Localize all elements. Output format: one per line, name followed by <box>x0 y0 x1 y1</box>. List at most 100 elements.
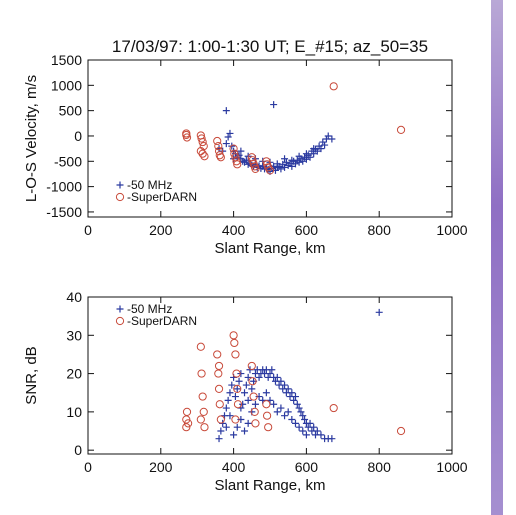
data-point-circle <box>214 141 223 151</box>
data-point-plus <box>297 408 305 416</box>
data-point-plus <box>302 150 310 158</box>
panel-snr: 0 200 400 600 800 1000 40 30 20 10 0 Slant Range, k… <box>23 289 468 494</box>
data-point-plus <box>313 427 321 435</box>
legend-entry-label: -SuperDARN <box>127 314 197 328</box>
data-point-plus <box>222 107 230 115</box>
chart-title: 17/03/97: 1:00-1:30 UT; E_#15; az_50=35 <box>112 37 428 56</box>
data-point-plus <box>293 400 301 408</box>
data-point-plus <box>281 163 289 171</box>
data-point-circle <box>229 144 238 153</box>
data-point-plus <box>237 147 245 155</box>
panel-velocity: 0 200 400 600 800 1000 1500 1000 500 0 -500 -1000 -1… <box>23 52 468 257</box>
data-point-plus <box>291 393 299 401</box>
data-point-plus <box>317 431 325 439</box>
x-tick-label-snr: 0 <box>84 459 92 475</box>
data-point-circle <box>215 151 224 160</box>
data-point-circle <box>396 426 406 436</box>
data-point-circle <box>396 125 406 134</box>
data-point-circle <box>264 423 273 432</box>
data-point-circle <box>200 152 209 161</box>
y-tick-label-velocity: 1000 <box>51 77 82 93</box>
data-point-plus <box>270 101 278 109</box>
data-point-plus <box>235 377 243 385</box>
plot-frame-velocity <box>87 59 453 218</box>
x-tick-label-velocity: 600 <box>295 222 319 238</box>
data-point-circle <box>214 147 224 156</box>
data-point-circle <box>232 369 241 378</box>
data-point-circle <box>230 149 239 158</box>
data-point-plus <box>244 419 252 427</box>
data-point-plus <box>222 423 230 431</box>
data-point-plus <box>295 152 303 160</box>
data-point-circle <box>214 384 224 394</box>
data-point-plus <box>233 423 241 431</box>
data-point-plus <box>291 160 299 168</box>
data-point-plus <box>233 385 241 393</box>
data-point-circle <box>182 415 191 424</box>
data-point-plus <box>244 396 252 404</box>
series-snr-mhz50 <box>215 308 383 443</box>
y-tick-label-snr: 0 <box>74 442 82 458</box>
data-point-plus <box>231 393 239 401</box>
data-point-circle <box>182 407 192 416</box>
data-point-plus <box>224 133 232 141</box>
legend-marker-plus <box>116 305 124 313</box>
data-point-circle <box>265 166 275 175</box>
data-point-plus <box>241 427 249 435</box>
y-tick-label-velocity: 1500 <box>51 52 82 68</box>
data-point-circle <box>214 361 224 371</box>
data-point-circle <box>229 331 238 340</box>
x-tick-label-snr: 1000 <box>436 459 467 475</box>
data-point-plus <box>262 389 270 397</box>
data-point-plus <box>239 400 247 408</box>
data-point-circle <box>249 392 258 401</box>
data-point-circle <box>198 392 207 401</box>
data-point-plus <box>228 142 236 150</box>
data-point-circle <box>214 369 223 378</box>
data-point-circle <box>184 419 193 428</box>
data-point-circle <box>196 415 205 424</box>
data-point-plus <box>295 404 303 412</box>
data-point-circle <box>182 133 192 142</box>
legend-velocity: -50 MHz-SuperDARN <box>115 178 197 204</box>
data-point-plus <box>268 366 276 374</box>
y-axis-title-snr: SNR, dB <box>23 346 40 404</box>
data-point-plus <box>228 381 236 389</box>
x-tick-label-velocity: 200 <box>149 222 173 238</box>
data-point-circle <box>213 136 222 146</box>
data-point-plus <box>226 412 234 420</box>
data-point-circle <box>233 400 243 409</box>
x-tick-label-snr: 800 <box>368 459 392 475</box>
data-point-plus <box>224 396 232 404</box>
y-tick-label-velocity: 500 <box>59 103 83 119</box>
data-point-plus <box>255 373 263 381</box>
x-axis-title-velocity: Slant Range, km <box>215 240 326 257</box>
data-point-plus <box>306 419 314 427</box>
data-point-plus <box>375 308 383 316</box>
data-point-plus <box>321 141 329 149</box>
data-point-circle <box>230 338 239 348</box>
data-point-plus <box>242 381 250 389</box>
data-point-plus <box>299 412 307 420</box>
data-point-plus <box>273 160 281 168</box>
y-tick-label-velocity: -1000 <box>46 179 82 195</box>
data-point-plus <box>306 153 314 161</box>
x-tick-label-snr: 600 <box>295 459 319 475</box>
series-velocity-superdarn <box>182 82 406 175</box>
legend-snr: -50 MHz-SuperDARN <box>115 302 197 328</box>
data-point-circle <box>233 160 242 169</box>
data-point-plus <box>328 135 336 143</box>
data-point-circle <box>251 164 260 173</box>
data-point-plus <box>270 400 278 408</box>
data-point-plus <box>226 389 234 397</box>
y-tick-label-snr: 30 <box>66 327 82 343</box>
data-point-plus <box>226 129 234 137</box>
data-point-circle <box>215 400 224 409</box>
y-tick-label-velocity: -500 <box>54 153 82 169</box>
data-point-circle <box>251 419 260 428</box>
data-point-circle <box>231 415 240 424</box>
data-point-plus <box>281 381 289 389</box>
data-point-plus <box>299 427 307 435</box>
